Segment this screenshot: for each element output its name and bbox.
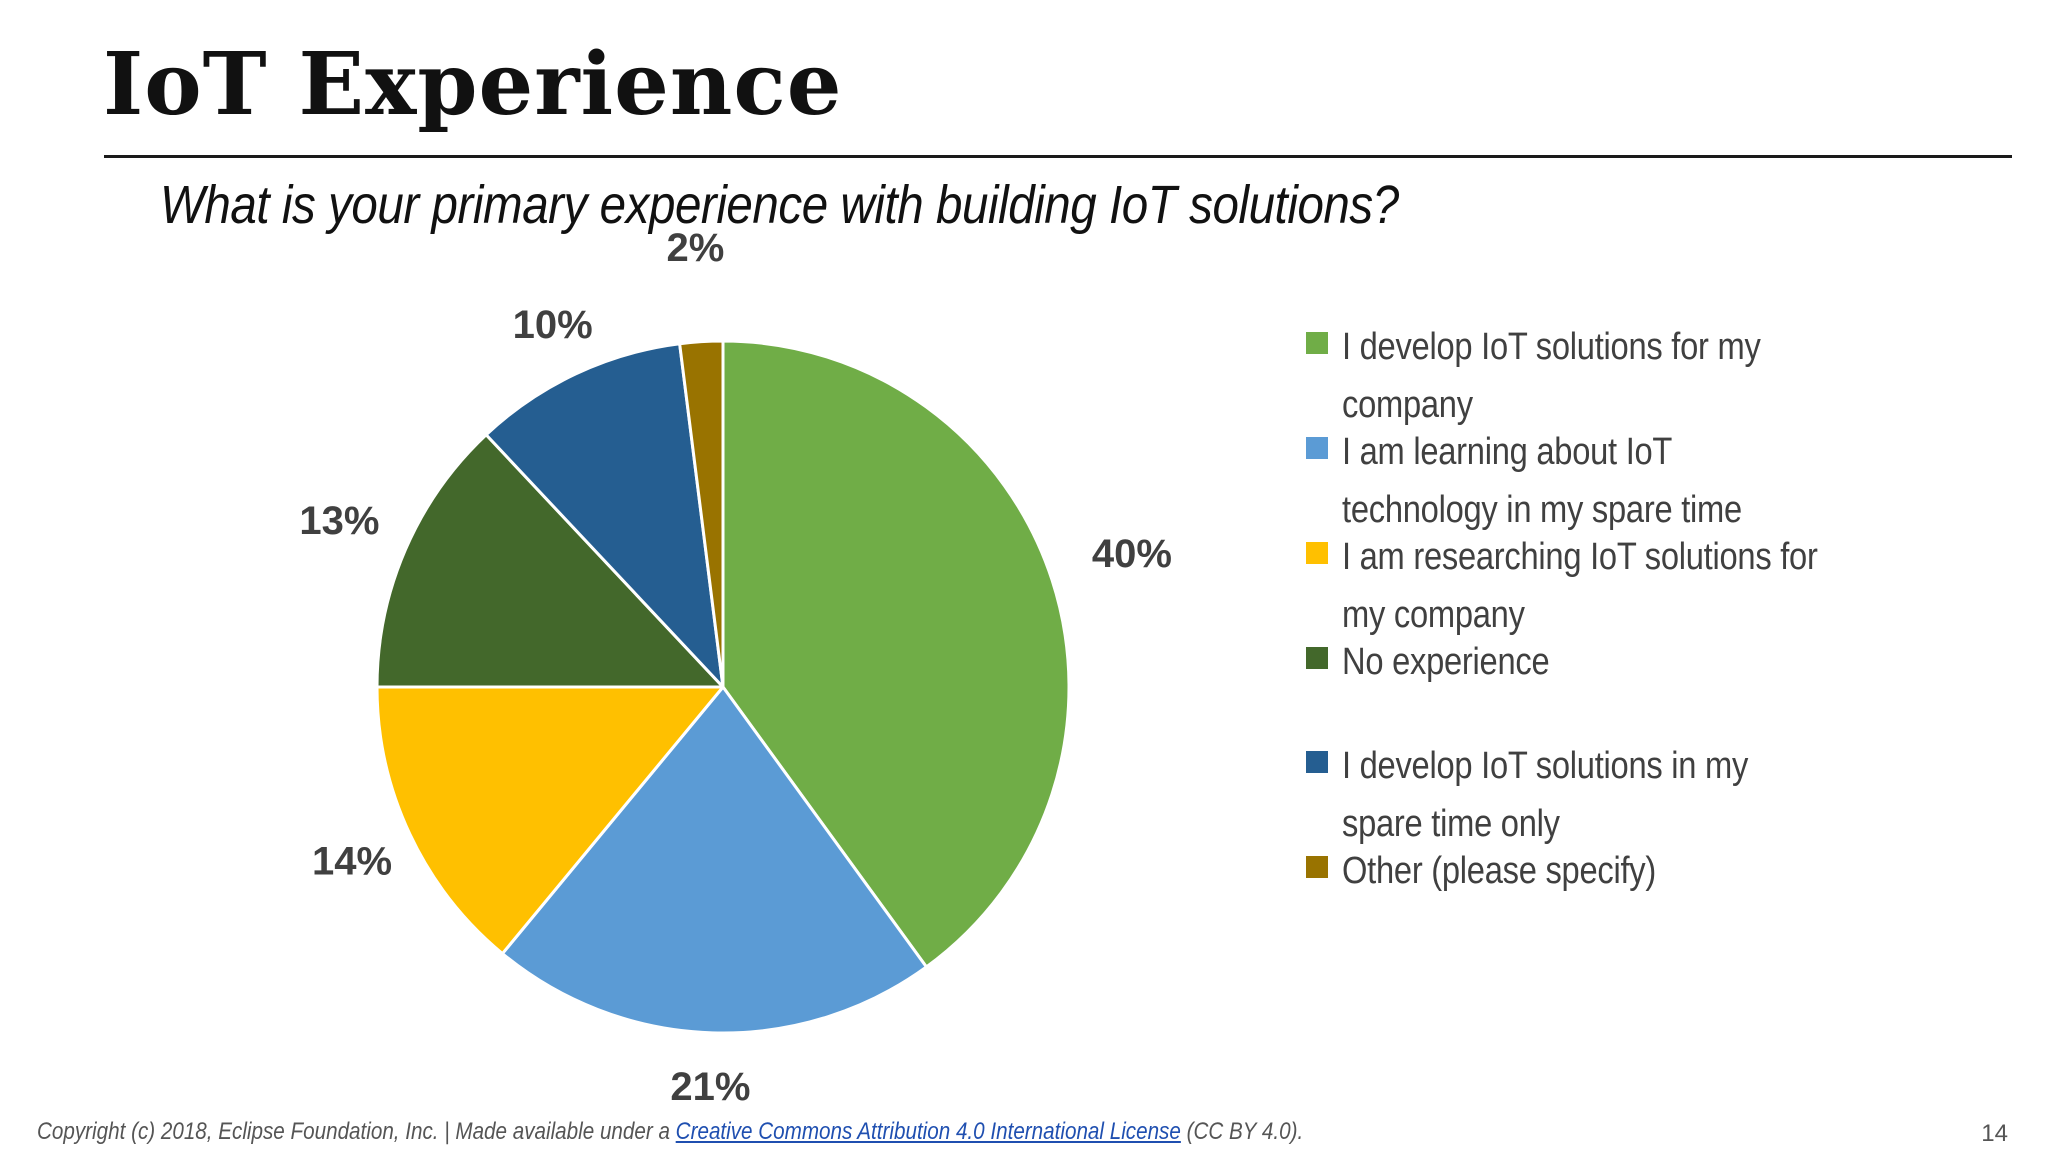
legend-item: No experience <box>1306 633 1902 691</box>
pie-slice <box>721 339 1071 969</box>
pie-slice <box>375 685 725 956</box>
legend-item: Other (please specify) <box>1306 842 1902 900</box>
pie-slice <box>678 339 725 689</box>
legend-item: I develop IoT solutions for my company <box>1306 318 1902 434</box>
legend-label: I develop IoT solutions for my company <box>1342 326 1761 426</box>
pie-slice <box>500 685 928 1035</box>
slice-percent-label: 14% <box>312 840 392 884</box>
slide-title: IoT Experience <box>103 34 843 135</box>
legend-label: I am learning about IoT technology in my… <box>1342 431 1742 531</box>
legend-swatch <box>1306 332 1328 354</box>
legend-item: I am researching IoT solutions for my co… <box>1306 528 1902 644</box>
survey-question: What is your primary experience with bui… <box>160 175 1399 235</box>
slice-percent-label: 21% <box>670 1065 750 1109</box>
slice-percent-label: 40% <box>1092 532 1172 576</box>
pie-slice <box>375 433 725 689</box>
legend-item: I develop IoT solutions in my spare time… <box>1306 737 1902 853</box>
pie-slice <box>484 342 725 689</box>
legend-swatch <box>1306 856 1328 878</box>
page-number: 14 <box>1981 1120 2008 1147</box>
slice-percent-label: 2% <box>666 226 724 270</box>
legend-item: I am learning about IoT technology in my… <box>1306 423 1902 539</box>
slice-percent-label: 13% <box>299 499 379 543</box>
legend-label: No experience <box>1342 641 1550 683</box>
legend-swatch <box>1306 751 1328 773</box>
license-link[interactable]: Creative Commons Attribution 4.0 Interna… <box>675 1118 1181 1145</box>
slice-percent-label: 10% <box>513 303 593 347</box>
legend-swatch <box>1306 647 1328 669</box>
legend-label: I develop IoT solutions in my spare time… <box>1342 745 1749 845</box>
footer-prefix: Copyright (c) 2018, Eclipse Foundation, … <box>37 1118 676 1145</box>
legend-label: I am researching IoT solutions for my co… <box>1342 536 1818 636</box>
title-divider <box>104 155 2012 158</box>
footer-suffix: (CC BY 4.0). <box>1180 1118 1304 1145</box>
legend-swatch <box>1306 542 1328 564</box>
copyright-footer: Copyright (c) 2018, Eclipse Foundation, … <box>37 1118 1303 1146</box>
legend-swatch <box>1306 437 1328 459</box>
legend-label: Other (please specify) <box>1342 850 1656 892</box>
